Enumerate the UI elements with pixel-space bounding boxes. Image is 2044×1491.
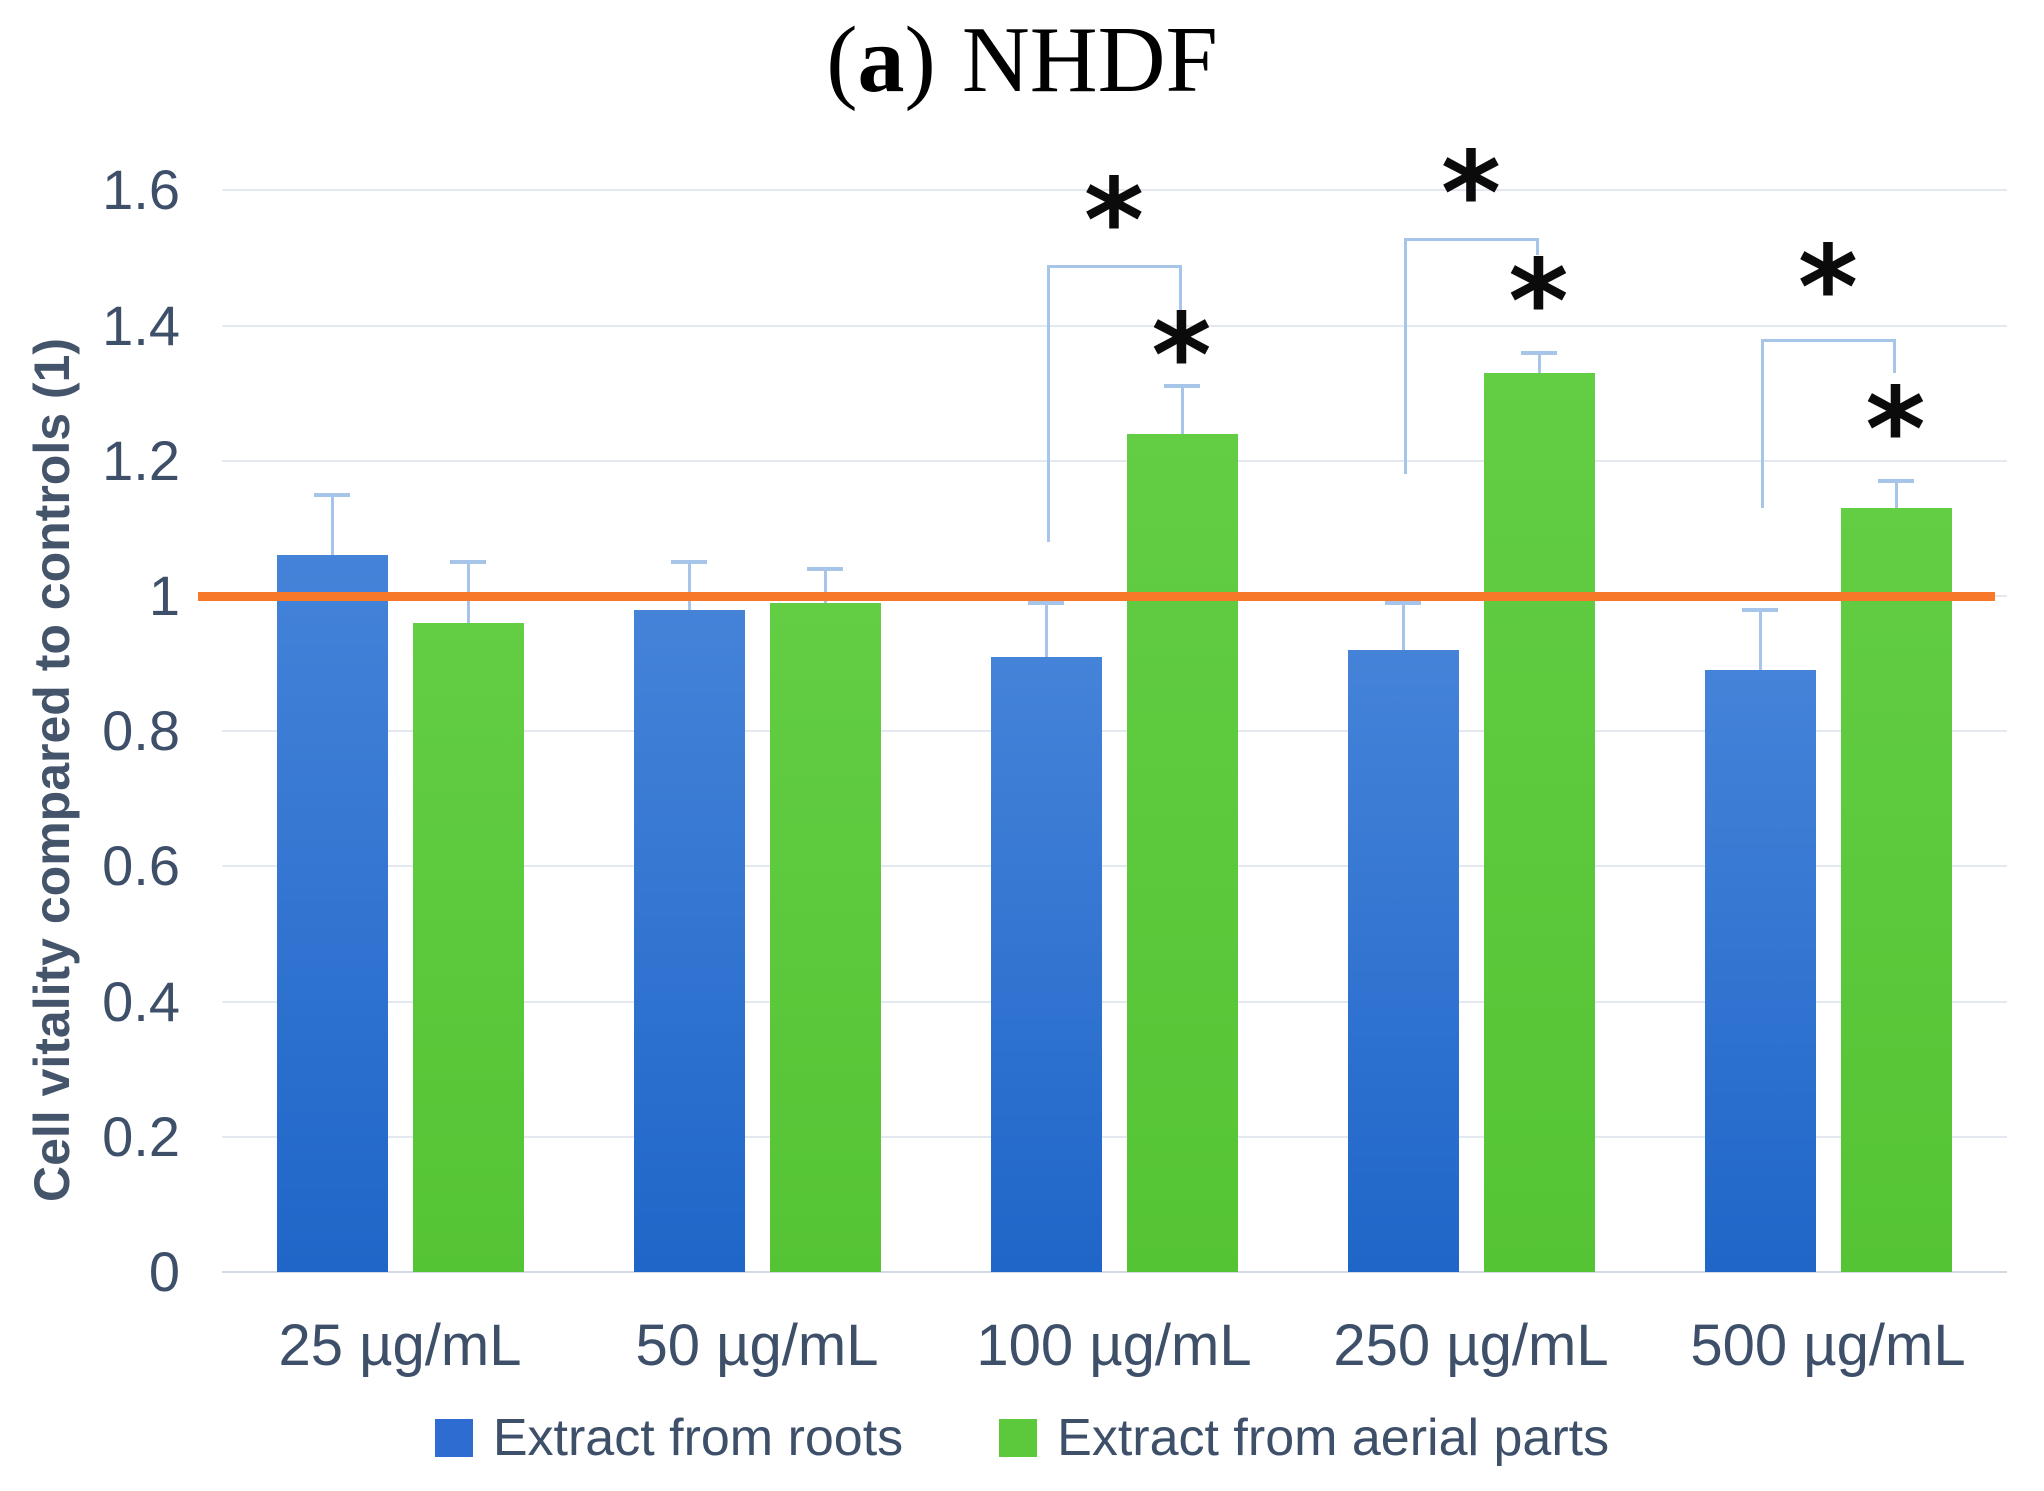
bar-roots-3 [1347, 650, 1459, 1272]
y-tick-label: 1 [148, 564, 180, 627]
significance-bracket-left-leg [1046, 264, 1050, 542]
significance-bracket-right-leg [1892, 339, 1896, 373]
error-bar-line [1401, 602, 1405, 651]
y-tick-label: 0.4 [102, 969, 180, 1033]
significance-bracket-left-leg [1403, 237, 1407, 475]
bar-roots-1 [633, 609, 745, 1272]
legend-swatch-aerial_parts [999, 1419, 1038, 1457]
error-bar-line [330, 494, 334, 556]
y-tick-label: 1.2 [102, 428, 180, 492]
gridline [222, 1000, 2007, 1003]
error-bar-line [1894, 481, 1898, 509]
significance-asterisk-bar: * [1151, 289, 1212, 424]
title-main: NHDF [961, 8, 1218, 112]
gridline [222, 324, 2007, 327]
significance-asterisk-bar: * [1865, 363, 1926, 498]
y-tick-label: 0 [148, 1240, 180, 1303]
error-bar-line [1758, 609, 1762, 671]
gridline [222, 189, 2007, 192]
error-bar-line [1044, 602, 1048, 657]
error-bar-cap [1385, 600, 1421, 605]
title-paren-close: ) [904, 8, 936, 112]
error-bar-cap [1164, 384, 1200, 389]
legend-swatch-roots [434, 1419, 473, 1457]
y-tick-label: 0.6 [102, 834, 180, 898]
bar-roots-4 [1704, 670, 1816, 1272]
gridline [222, 730, 2007, 733]
error-bar-line [687, 562, 691, 610]
reference-line [198, 591, 1995, 601]
x-tick-label: 50 µg/mL [635, 1313, 879, 1378]
legend-item-aerial_parts: Extract from aerial parts [999, 1408, 1609, 1468]
error-bar-cap [807, 566, 843, 571]
bar-roots-0 [276, 555, 388, 1272]
error-bar-line [823, 568, 827, 603]
error-bar-cap [1878, 479, 1914, 484]
y-tick-label: 1.4 [102, 293, 180, 357]
error-bar-cap [671, 560, 707, 565]
error-bar-cap [1028, 600, 1064, 605]
x-tick-label: 500 µg/mL [1690, 1313, 1966, 1378]
significance-bracket-left-leg [1760, 339, 1764, 509]
error-bar-cap [1521, 350, 1557, 355]
significance-bracket-right-leg [1535, 237, 1539, 255]
error-bar-cap [314, 492, 350, 497]
bar-aerial_parts-0 [412, 623, 524, 1272]
title-paren-open: ( [826, 8, 858, 112]
significance-bracket-horizontal [1760, 339, 1896, 343]
title-panel-letter: a [857, 8, 905, 112]
chart-title: (a) NHDF [0, 6, 2044, 114]
bar-aerial_parts-2 [1126, 433, 1238, 1272]
legend-label-roots: Extract from roots [492, 1409, 904, 1467]
x-tick-label: 250 µg/mL [1333, 1313, 1609, 1378]
significance-asterisk-bracket: * [1797, 221, 1859, 356]
gridline [222, 459, 2007, 462]
x-tick-label: 25 µg/mL [278, 1313, 522, 1378]
bar-aerial_parts-4 [1840, 508, 1952, 1272]
y-tick-label: 0.2 [102, 1104, 180, 1168]
legend: Extract from roots Extract from aerial pa… [0, 1408, 2044, 1468]
y-tick-label: 1.6 [102, 158, 180, 222]
bar-roots-2 [990, 656, 1102, 1272]
bar-aerial_parts-1 [769, 602, 881, 1272]
error-bar-cap [450, 560, 486, 565]
y-tick-label: 0.8 [102, 699, 180, 763]
significance-bracket-horizontal [1046, 264, 1182, 268]
legend-item-roots: Extract from roots [434, 1408, 904, 1468]
legend-label-aerial_parts: Extract from aerial parts [1057, 1409, 1610, 1467]
error-bar-cap [1742, 607, 1778, 612]
x-tick-label: 100 µg/mL [976, 1313, 1252, 1378]
gridline [222, 1135, 2007, 1138]
bar-aerial_parts-3 [1483, 372, 1595, 1272]
error-bar-line [1537, 352, 1541, 373]
significance-asterisk-bracket: * [1440, 127, 1502, 262]
significance-asterisk-bracket: * [1083, 154, 1145, 289]
significance-bracket-right-leg [1178, 264, 1182, 313]
significance-asterisk-bar: * [1508, 235, 1569, 370]
x-axis-line [222, 1271, 2007, 1273]
error-bar-line [1180, 386, 1184, 434]
gridline [222, 865, 2007, 868]
significance-bracket-horizontal [1403, 237, 1539, 241]
